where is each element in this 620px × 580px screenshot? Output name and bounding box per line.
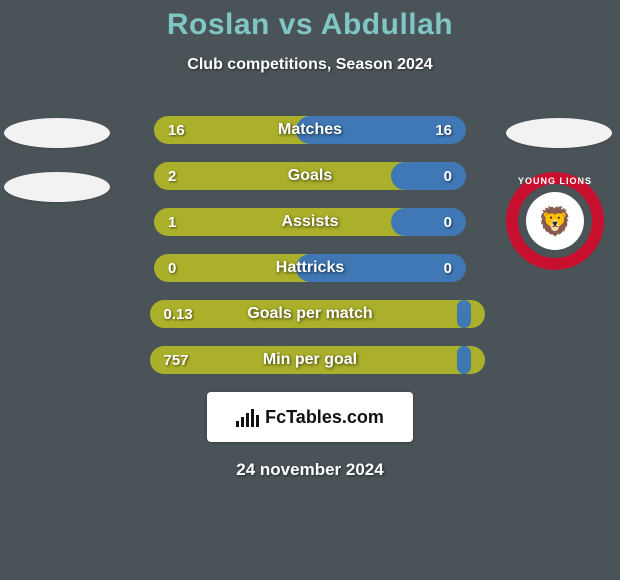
club-name: YOUNG LIONS (506, 176, 604, 186)
logo-bar (236, 421, 239, 427)
logo-bar (251, 409, 254, 427)
logo-bar (246, 413, 249, 427)
placeholder-ellipse (506, 118, 612, 148)
right-value: 0 (444, 260, 452, 277)
left-value: 2 (168, 168, 176, 185)
stat-label: Hattricks (276, 259, 344, 277)
right-value: 0 (444, 214, 452, 231)
subtitle: Club competitions, Season 2024 (0, 56, 620, 74)
fctables-logo: FcTables.com (207, 392, 413, 442)
placeholder-ellipse (4, 172, 110, 202)
left-value: 0 (168, 260, 176, 277)
left-bar: 2 (154, 162, 419, 190)
right-value: 16 (435, 122, 452, 139)
right-value: 0 (444, 168, 452, 185)
stat-row: 0 0 Hattricks (140, 254, 480, 282)
stat-label: Matches (278, 121, 342, 139)
left-value: 1 (168, 214, 176, 231)
logo-text: FcTables.com (265, 407, 384, 428)
left-player-decoration (4, 118, 114, 226)
date-text: 24 november 2024 (0, 460, 620, 480)
right-bar (457, 346, 471, 374)
stat-label: Assists (282, 213, 339, 231)
stat-row: 2 0 Goals (140, 162, 480, 190)
comparison-card: Roslan vs Abdullah Club competitions, Se… (0, 0, 620, 580)
right-bar (457, 300, 471, 328)
left-value: 757 (164, 352, 189, 369)
logo-bars-icon (236, 407, 259, 427)
stat-row: 0.13 Goals per match (140, 300, 480, 328)
stat-row: 1 0 Assists (140, 208, 480, 236)
stat-label: Min per goal (263, 351, 357, 369)
logo-bar (256, 415, 259, 427)
club-badge: 🦁YOUNG LIONS (506, 172, 604, 270)
right-bar: 0 (391, 162, 466, 190)
placeholder-ellipse (4, 118, 110, 148)
right-player-decoration: 🦁YOUNG LIONS (506, 118, 616, 270)
right-bar: 0 (391, 208, 466, 236)
badge-ring (506, 172, 604, 270)
stat-row: 16 16 Matches (140, 116, 480, 144)
stat-row: 757 Min per goal (140, 346, 480, 374)
page-title: Roslan vs Abdullah (0, 0, 620, 42)
left-value: 16 (168, 122, 185, 139)
left-value: 0.13 (164, 306, 193, 323)
logo-bar (241, 417, 244, 427)
stat-label: Goals per match (247, 305, 372, 323)
stat-label: Goals (288, 167, 332, 185)
